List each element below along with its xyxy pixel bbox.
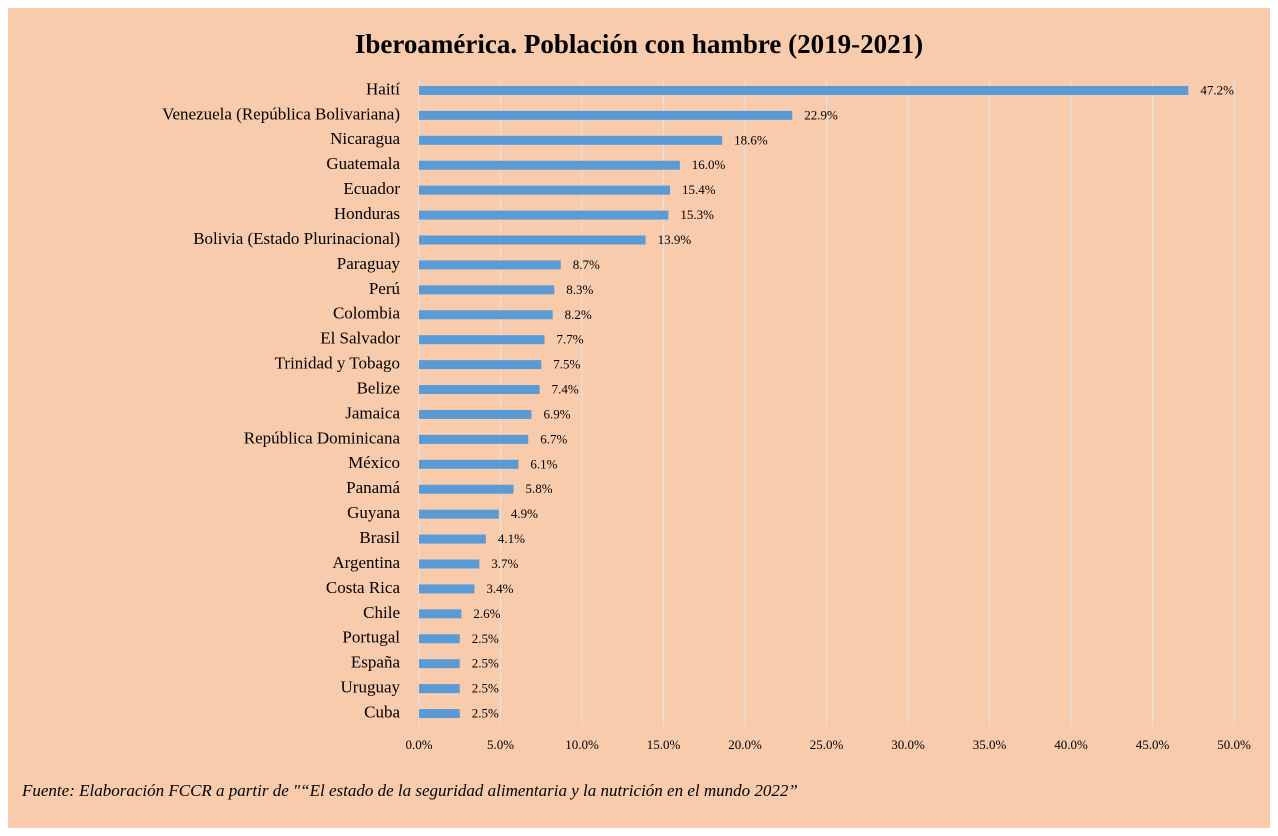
value-label: 2.5%	[472, 706, 499, 721]
y-tick-label: Perú	[369, 279, 401, 298]
value-label: 8.3%	[566, 282, 593, 297]
bar	[419, 285, 555, 295]
value-label: 22.9%	[804, 107, 838, 122]
x-tick-label: 10.0%	[565, 737, 599, 752]
source-note: Fuente: Elaboración FCCR a partir de "“E…	[21, 781, 798, 800]
value-label: 3.4%	[486, 581, 513, 596]
y-tick-label: España	[351, 653, 401, 672]
bar	[419, 509, 499, 519]
y-tick-label: Cuba	[364, 702, 400, 721]
value-label: 8.7%	[573, 257, 600, 272]
bar	[419, 335, 545, 345]
bar	[419, 559, 480, 569]
y-tick-label: Jamaica	[345, 403, 400, 422]
value-label: 15.3%	[680, 207, 714, 222]
y-tick-label: Portugal	[342, 628, 400, 647]
x-tick-label: 0.0%	[405, 737, 432, 752]
value-label: 47.2%	[1200, 82, 1234, 97]
bar	[419, 634, 460, 644]
bar	[419, 484, 514, 494]
bar	[419, 135, 723, 145]
y-tick-label: Haití	[366, 79, 400, 98]
y-tick-label: Nicaragua	[330, 129, 400, 148]
value-label: 5.8%	[526, 481, 553, 496]
y-tick-label: Argentina	[332, 553, 400, 572]
bar	[419, 385, 540, 395]
x-tick-label: 30.0%	[891, 737, 925, 752]
bar	[419, 659, 460, 669]
chart-background	[8, 8, 1270, 828]
value-label: 2.5%	[472, 681, 499, 696]
bar	[419, 709, 460, 719]
y-tick-label: Paraguay	[337, 254, 401, 273]
bar	[419, 110, 793, 120]
bar	[419, 235, 646, 245]
y-tick-label: Trinidad y Tobago	[275, 354, 400, 373]
value-label: 13.9%	[658, 232, 692, 247]
x-tick-label: 45.0%	[1136, 737, 1170, 752]
y-tick-label: Colombia	[333, 304, 401, 323]
y-tick-label: Brasil	[359, 528, 400, 547]
x-tick-label: 40.0%	[1054, 737, 1088, 752]
value-label: 16.0%	[692, 157, 726, 172]
bar	[419, 210, 669, 220]
value-label: 7.5%	[553, 357, 580, 372]
value-label: 8.2%	[565, 307, 592, 322]
y-tick-label: Venezuela (República Bolivariana)	[162, 104, 400, 123]
x-tick-label: 20.0%	[728, 737, 762, 752]
x-tick-label: 15.0%	[647, 737, 681, 752]
x-tick-label: 25.0%	[810, 737, 844, 752]
y-tick-label: Uruguay	[341, 678, 401, 697]
bar	[419, 434, 529, 444]
bar	[419, 684, 460, 694]
bar	[419, 459, 519, 469]
value-label: 6.9%	[543, 406, 570, 421]
value-label: 18.6%	[734, 132, 768, 147]
bar	[419, 85, 1189, 95]
y-tick-label: Panamá	[346, 478, 400, 497]
bar	[419, 310, 553, 320]
x-tick-label: 5.0%	[487, 737, 514, 752]
bar	[419, 409, 532, 419]
value-label: 2.5%	[472, 631, 499, 646]
value-label: 4.1%	[498, 531, 525, 546]
bar	[419, 609, 462, 619]
y-tick-label: Honduras	[334, 204, 400, 223]
x-tick-label: 35.0%	[973, 737, 1007, 752]
chart-title: Iberoamérica. Población con hambre (2019…	[355, 29, 923, 59]
y-tick-label: Chile	[363, 603, 400, 622]
value-label: 6.1%	[530, 456, 557, 471]
y-tick-label: Ecuador	[343, 179, 400, 198]
value-label: 15.4%	[682, 182, 716, 197]
value-label: 3.7%	[491, 556, 518, 571]
y-tick-label: Costa Rica	[326, 578, 401, 597]
value-label: 2.6%	[473, 606, 500, 621]
value-label: 4.9%	[511, 506, 538, 521]
bar	[419, 584, 475, 594]
value-label: 2.5%	[472, 656, 499, 671]
y-tick-label: México	[348, 453, 400, 472]
bar	[419, 185, 671, 195]
bar	[419, 534, 486, 544]
value-label: 7.7%	[557, 332, 584, 347]
y-tick-label: Guatemala	[326, 154, 400, 173]
y-tick-label: Guyana	[347, 503, 400, 522]
y-tick-label: El Salvador	[320, 329, 400, 348]
value-label: 7.4%	[552, 382, 579, 397]
bar	[419, 360, 542, 370]
value-label: 6.7%	[540, 431, 567, 446]
bar	[419, 160, 680, 170]
bar	[419, 260, 561, 270]
x-tick-label: 50.0%	[1217, 737, 1251, 752]
y-tick-label: República Dominicana	[244, 428, 401, 447]
y-tick-label: Bolivia (Estado Plurinacional)	[193, 229, 400, 248]
y-tick-label: Belize	[357, 378, 400, 397]
